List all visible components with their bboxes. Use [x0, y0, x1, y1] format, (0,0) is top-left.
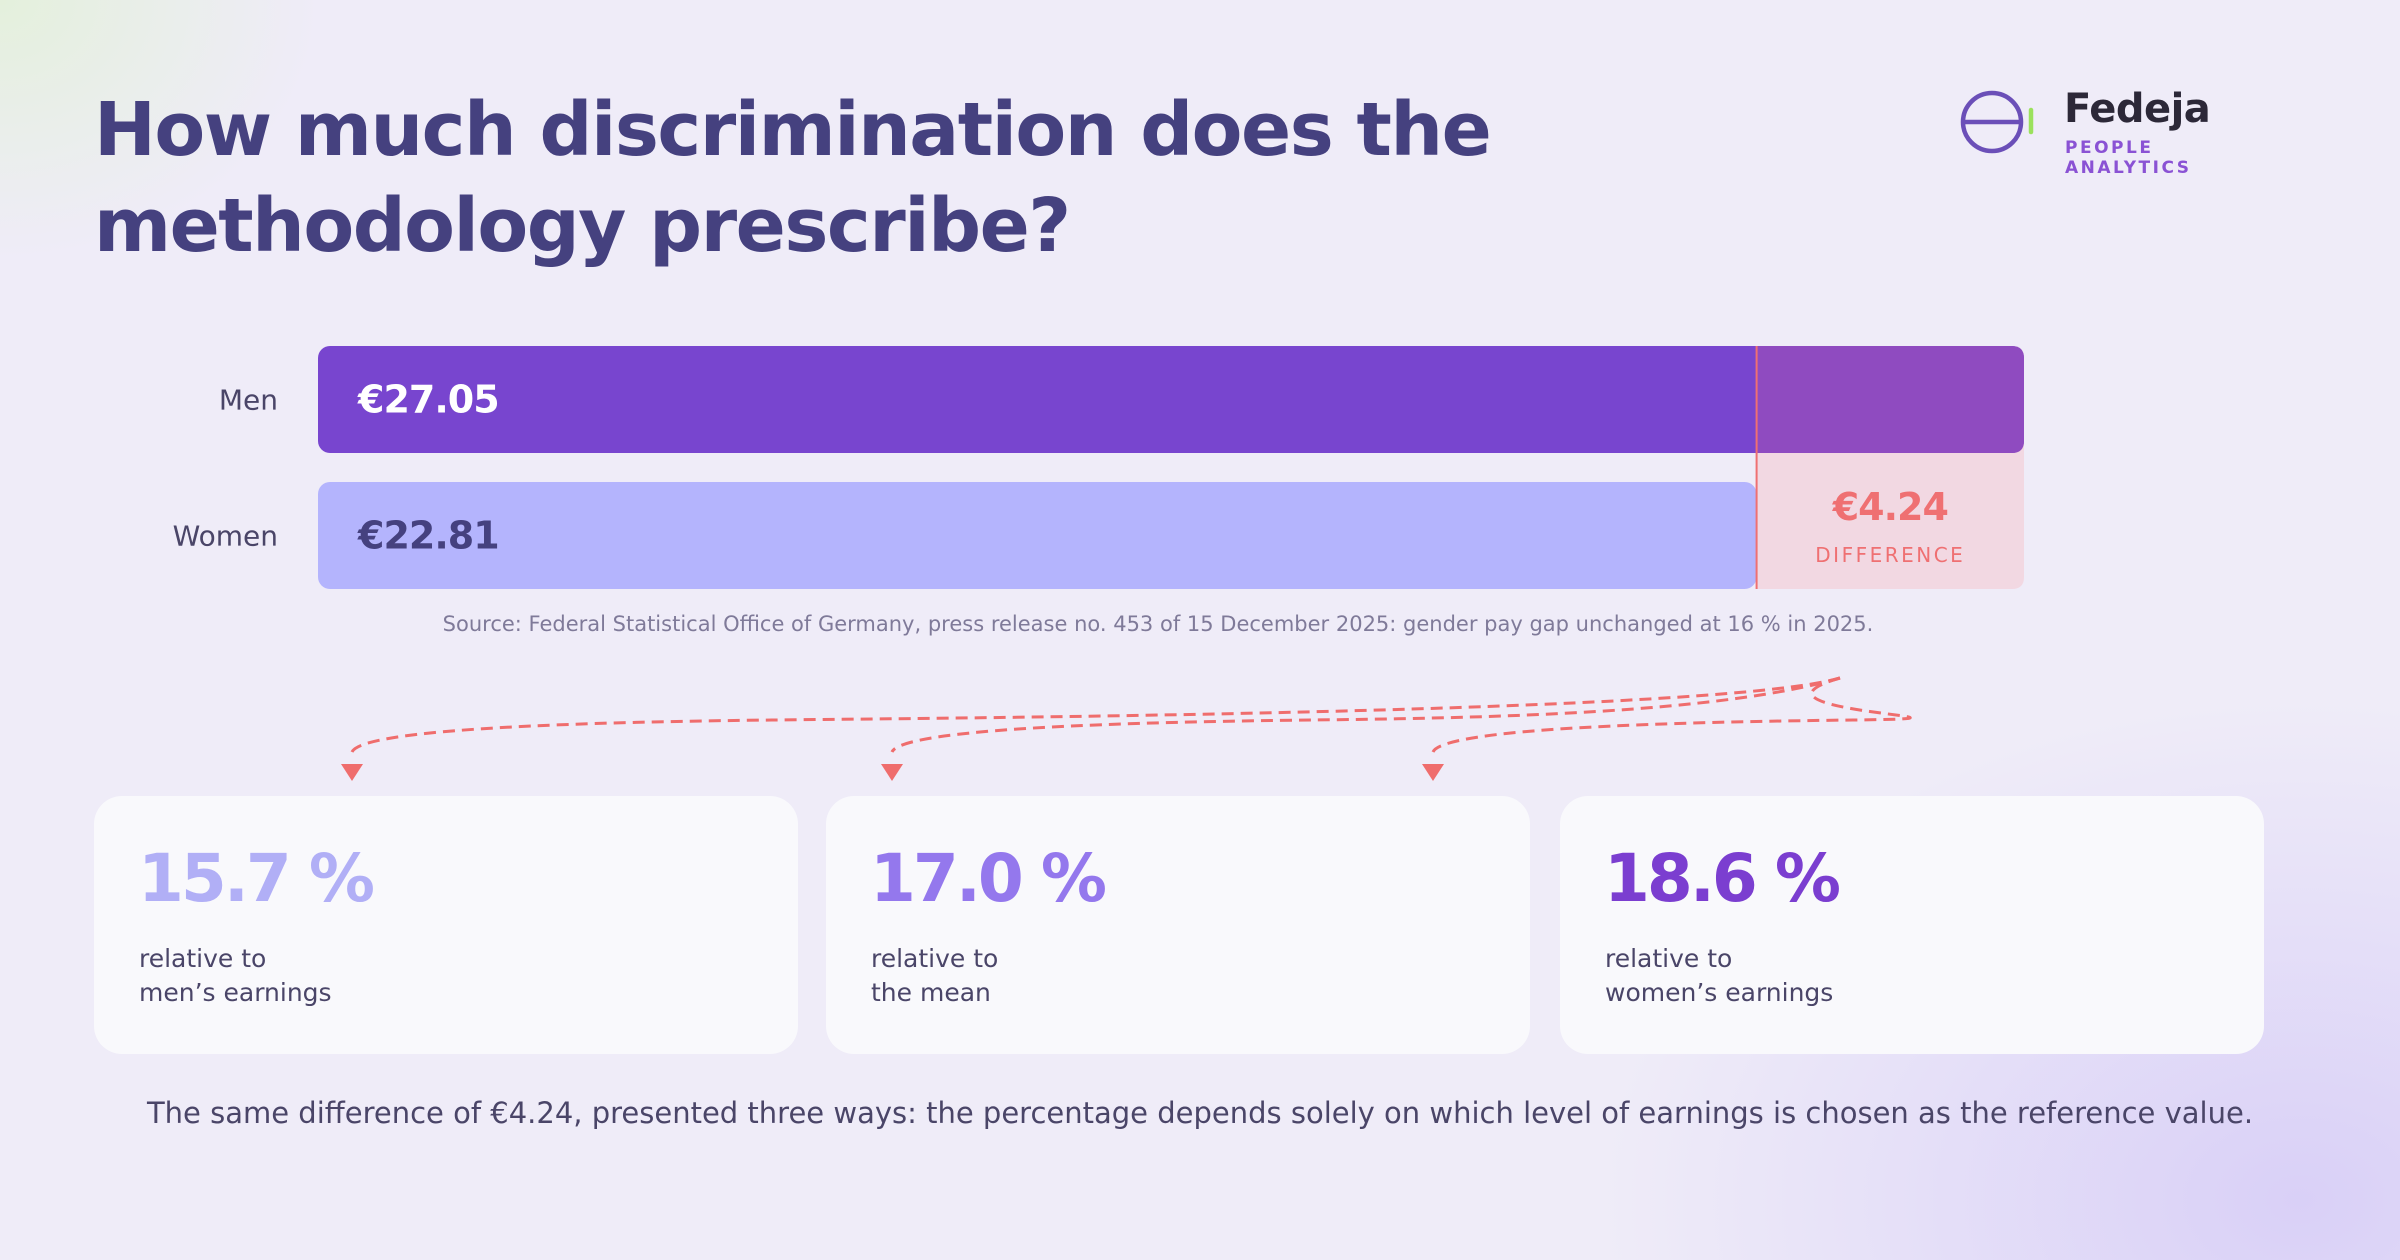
card-label-line2: the mean: [871, 978, 991, 1007]
bar-men: [318, 346, 2024, 453]
card-label-line2: men’s earnings: [139, 978, 332, 1007]
difference-caption: DIFFERENCE: [1815, 543, 1965, 567]
card-relative-mean: 17.0 % relative to the mean: [826, 796, 1530, 1054]
connector-line-3: [1431, 676, 1912, 753]
connector-arrowhead-1: [341, 764, 363, 781]
card-label-line1: relative to: [871, 944, 999, 973]
category-label-men: Men: [219, 384, 278, 417]
card-label-line1: relative to: [139, 944, 267, 973]
connector-line-2: [890, 676, 1841, 753]
card-value: 15.7 %: [138, 840, 375, 917]
difference-value: €4.24: [1832, 485, 1948, 529]
page-title: How much discrimination does the methodo…: [94, 87, 1492, 269]
card-relative-women: 18.6 % relative to women’s earnings: [1560, 796, 2264, 1054]
logo-name: Fedeja: [2064, 86, 2211, 132]
connector-arrowhead-3: [1422, 764, 1444, 781]
card-value: 18.6 %: [1604, 840, 1841, 917]
fedeja-logo: Fedeja PEOPLE ANALYTICS: [1958, 86, 2278, 178]
category-label-women: Women: [173, 520, 278, 553]
bar-women: [318, 482, 1757, 589]
card-label-line1: relative to: [1605, 944, 1733, 973]
connector-arrowhead-2: [881, 764, 903, 781]
card-value: 17.0 %: [870, 840, 1107, 917]
logo-tagline: PEOPLE ANALYTICS: [2065, 138, 2192, 178]
bar-value-label-women: €22.81: [357, 514, 499, 558]
bar-value-label-men: €27.05: [357, 378, 499, 422]
fedeja-logo-icon: [1960, 90, 2034, 154]
chart-source: Source: Federal Statistical Office of Ge…: [442, 612, 1874, 636]
card-label-line2: women’s earnings: [1605, 978, 1834, 1007]
footnote: The same difference of €4.24, presented …: [146, 1096, 2254, 1130]
connector-line-1: [350, 676, 1841, 753]
pay-gap-chart: Men €27.05 Women €22.81 €4.24 DIFFERENCE: [173, 346, 2024, 781]
card-relative-men: 15.7 % relative to men’s earnings: [94, 796, 798, 1054]
difference-segment-men: [1756, 346, 2024, 453]
